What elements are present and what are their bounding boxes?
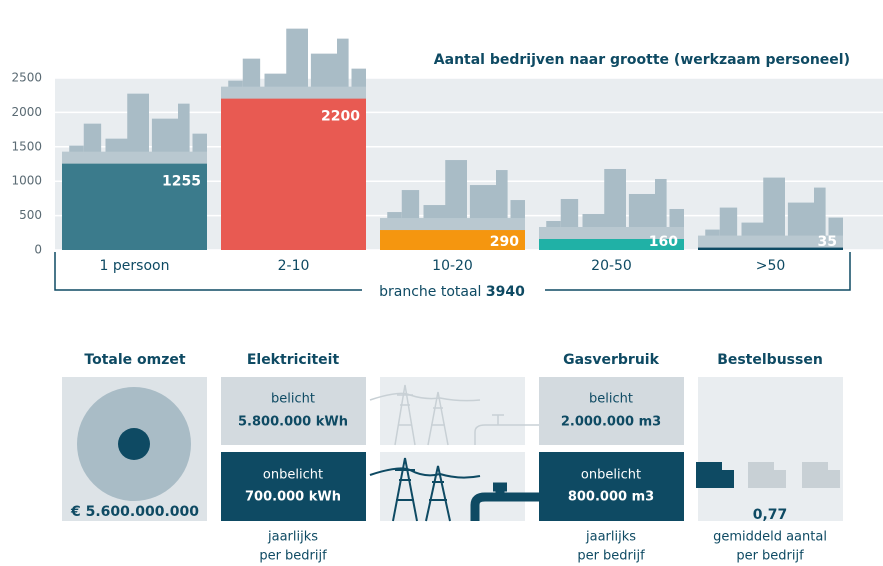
panel-title: Elektriciteit xyxy=(247,352,340,368)
y-tick-label: 500 xyxy=(19,208,42,222)
y-tick-label: 0 xyxy=(34,243,42,257)
y-tick-label: 2000 xyxy=(11,105,42,119)
panel-value: 0,77 xyxy=(753,507,788,523)
panel-box xyxy=(539,377,684,445)
value-label: 1255 xyxy=(162,174,201,190)
panel-note: jaarlijks xyxy=(267,530,318,545)
total-label: branche totaal xyxy=(379,284,481,300)
panel-value: 700.000 kWh xyxy=(245,490,341,505)
panel-value: 800.000 m3 xyxy=(568,490,654,505)
panel-label: belicht xyxy=(271,392,315,407)
panel-title: Totale omzet xyxy=(84,352,185,368)
value-label: 2200 xyxy=(321,109,360,125)
chart-title: Aantal bedrijven naar grootte (werkzaam … xyxy=(434,52,850,68)
x-tick-label: 1 persoon xyxy=(100,258,170,274)
panel-note: per bedrijf xyxy=(736,549,804,564)
x-tick-label: 10-20 xyxy=(432,258,473,274)
y-tick-label: 2500 xyxy=(11,71,42,85)
y-tick-label: 1500 xyxy=(11,139,42,153)
total-text: branche totaal 3940 xyxy=(379,284,525,300)
panel-box xyxy=(221,377,366,445)
panel-value: 5.800.000 kWh xyxy=(238,415,348,430)
trucks xyxy=(696,462,840,488)
panel-box xyxy=(698,377,843,521)
panel-label: belicht xyxy=(589,392,633,407)
value-label: 290 xyxy=(490,234,519,250)
circle-icon xyxy=(118,428,150,460)
x-tick-label: 2-10 xyxy=(278,258,310,274)
panel-label: onbelicht xyxy=(263,468,323,483)
panel-title: Gasverbruik xyxy=(563,352,659,368)
value-label: 160 xyxy=(649,234,678,250)
total-value: 3940 xyxy=(486,284,525,300)
panel-note: per bedrijf xyxy=(259,549,327,564)
decor-box xyxy=(380,377,525,445)
y-tick-label: 1000 xyxy=(11,174,42,188)
panel-value: € 5.600.000.000 xyxy=(70,504,199,520)
x-tick-label: 20-50 xyxy=(591,258,632,274)
panel-note: gemiddeld aantal xyxy=(713,530,827,545)
panel-label: onbelicht xyxy=(581,468,641,483)
panel-title: Bestelbussen xyxy=(717,352,823,368)
panel-box xyxy=(539,452,684,521)
infographic: 1255 2200 290 160 35 Aantal bedrijven naar g… xyxy=(0,0,883,566)
panel-value: 2.000.000 m3 xyxy=(561,415,661,430)
panel-box xyxy=(221,452,366,521)
panel-note: jaarlijks xyxy=(585,530,636,545)
x-tick-label: >50 xyxy=(756,258,786,274)
panel-note: per bedrijf xyxy=(577,549,645,564)
value-label: 35 xyxy=(818,234,837,250)
